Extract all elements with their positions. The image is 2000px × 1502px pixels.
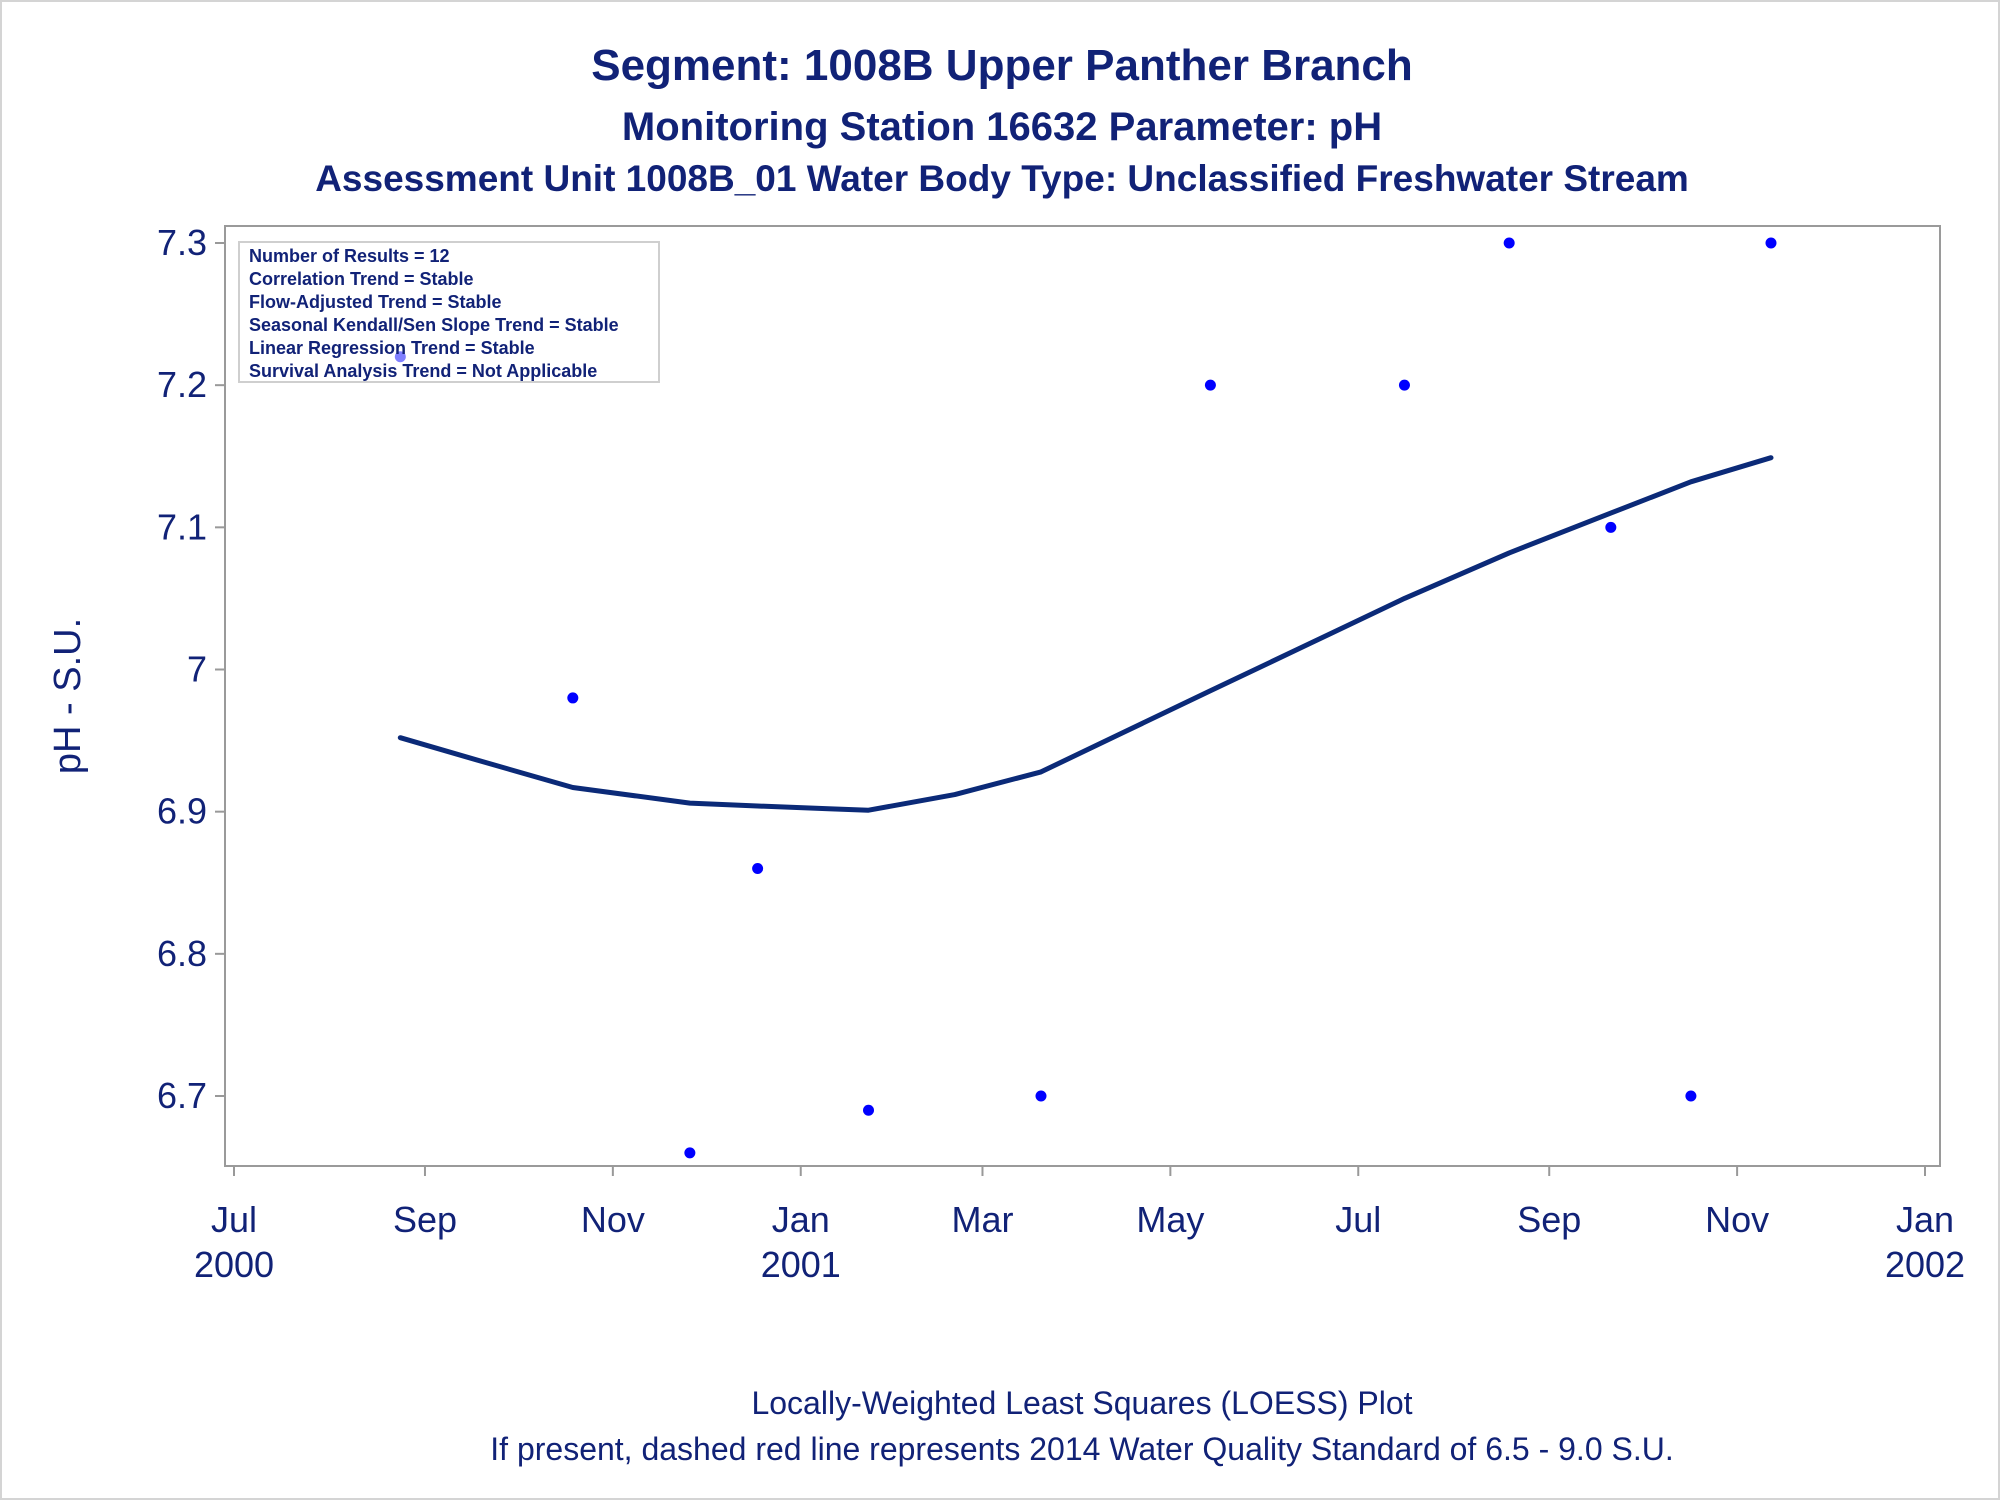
stats-box-border — [238, 241, 660, 383]
data-point — [1035, 1090, 1047, 1102]
y-tick-label: 7.1 — [157, 506, 207, 547]
series-group — [394, 237, 1777, 1159]
loess-line — [397, 455, 1774, 813]
x-tick-label: Sep — [393, 1199, 457, 1240]
data-point — [1605, 521, 1617, 533]
x-tick-year-label: 2002 — [1885, 1244, 1965, 1285]
data-point — [1685, 1090, 1697, 1102]
stats-line: Linear Regression Trend = Stable — [249, 338, 535, 358]
data-point — [752, 863, 764, 875]
stats-line: Correlation Trend = Stable — [249, 269, 474, 289]
x-tick-label: Nov — [1705, 1199, 1769, 1240]
stats-line: Flow-Adjusted Trend = Stable — [249, 292, 502, 312]
x-tick-label: Jul — [211, 1199, 257, 1240]
y-tick-label: 6.7 — [157, 1075, 207, 1116]
x-tick-label: Mar — [951, 1199, 1013, 1240]
data-point — [684, 1147, 696, 1159]
plot-area — [224, 225, 1941, 1167]
y-axis: 6.7 6.8 6.9 7 7.1 7.2 7.3 — [157, 222, 225, 1116]
x-tick-label: Jan — [1896, 1199, 1954, 1240]
data-point — [863, 1104, 875, 1116]
data-point — [1204, 379, 1216, 391]
y-tick-label: 7.3 — [157, 222, 207, 263]
stats-line: Survival Analysis Trend = Not Applicable — [249, 361, 597, 381]
x-tick-year-label: 2001 — [761, 1244, 841, 1285]
data-point — [1765, 237, 1777, 249]
footnote-2: If present, dashed red line represents 2… — [490, 1431, 1673, 1467]
x-tick-label: Sep — [1517, 1199, 1581, 1240]
chart-subtitle-2: Assessment Unit 1008B_01 Water Body Type… — [315, 158, 1689, 199]
chart-subtitle: Monitoring Station 16632 Parameter: pH — [622, 105, 1382, 149]
x-tick-label: Jan — [772, 1199, 830, 1240]
x-tick-label: Nov — [581, 1199, 645, 1240]
y-tick-label: 6.8 — [157, 933, 207, 974]
footnote-1: Locally-Weighted Least Squares (LOESS) P… — [751, 1385, 1412, 1421]
y-axis-label: pH - S.U. — [47, 618, 89, 774]
stats-line: Number of Results = 12 — [249, 246, 450, 266]
stats-line: Seasonal Kendall/Sen Slope Trend = Stabl… — [249, 315, 619, 335]
y-tick-label: 6.9 — [157, 791, 207, 832]
y-tick-label: 7 — [187, 649, 207, 690]
data-point — [567, 692, 579, 704]
chart-title: Segment: 1008B Upper Panther Branch — [591, 41, 1413, 90]
x-tick-year-label: 2000 — [194, 1244, 274, 1285]
x-tick-label: Jul — [1335, 1199, 1381, 1240]
data-point — [1398, 379, 1410, 391]
data-point — [1503, 237, 1515, 249]
stats-box: Number of Results = 12 Correlation Trend… — [238, 241, 660, 383]
x-tick-label: May — [1136, 1199, 1204, 1240]
y-tick-label: 7.2 — [157, 364, 207, 405]
